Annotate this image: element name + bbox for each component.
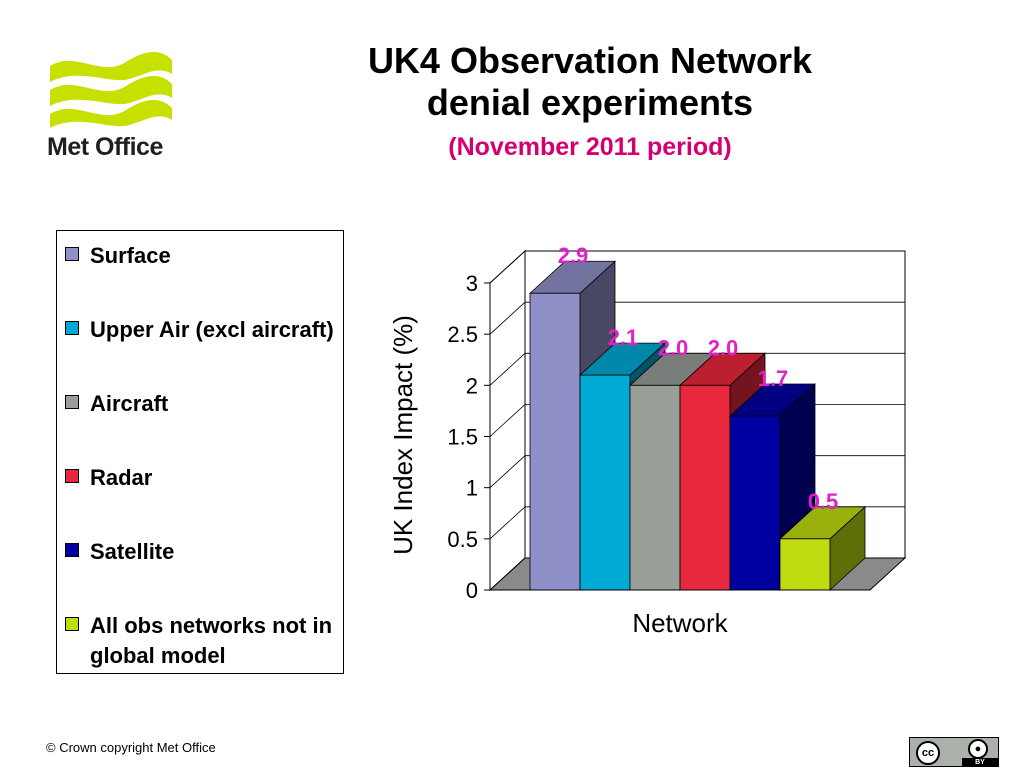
bar-data-label: 0.5 xyxy=(808,489,839,514)
by-label: BY xyxy=(962,758,998,767)
gridline xyxy=(489,352,905,386)
y-tick-label: 2 xyxy=(466,373,478,398)
bar xyxy=(679,384,731,591)
bar xyxy=(779,538,831,591)
y-tick-label: 1 xyxy=(466,476,478,501)
bar-data-label: 2.9 xyxy=(558,243,589,268)
y-tick-label: 2.5 xyxy=(447,322,478,347)
chart-legend: Surface Upper Air (excl aircraft) Aircraft… xyxy=(56,230,344,674)
slide-title-line-2: denial experiments xyxy=(426,82,754,123)
bar xyxy=(729,415,781,591)
bar-data-label: 2.1 xyxy=(608,325,639,350)
person-icon: ● xyxy=(968,739,988,759)
legend-swatch xyxy=(65,321,79,335)
bar-data-label: 2.0 xyxy=(708,335,739,360)
met-office-logo-text: Met Office xyxy=(47,133,163,161)
cc-icon: cc xyxy=(916,741,940,765)
cc-by-license-badge[interactable]: cc ● BY xyxy=(909,737,999,767)
legend-swatch xyxy=(65,247,79,261)
gridline xyxy=(489,301,905,335)
legend-label: Upper Air (excl aircraft) xyxy=(90,317,334,342)
legend-label: Satellite xyxy=(90,539,175,564)
legend-label: All obs networks not in global model xyxy=(90,613,333,668)
bar-chart: 0 0.5 1 1.5 2 2.5 3 2.9 2.1 2.0 2.0 1.7 0.5 Network UK… xyxy=(388,243,907,638)
y-axis-title: UK Index Impact (%) xyxy=(388,315,418,555)
legend-swatch xyxy=(65,617,79,631)
bar-data-label: 1.7 xyxy=(758,366,789,391)
y-tick-label: 0 xyxy=(466,578,478,603)
y-tick-label: 1.5 xyxy=(447,425,478,450)
slide-subtitle: (November 2011 period) xyxy=(448,133,732,161)
legend-swatch xyxy=(65,543,79,557)
footer-copyright: © Crown copyright Met Office xyxy=(46,740,216,755)
y-tick-label: 0.5 xyxy=(447,527,478,552)
legend-swatch xyxy=(65,395,79,409)
x-axis-title: Network xyxy=(632,608,728,638)
bar-data-label: 2.0 xyxy=(658,335,689,360)
legend-swatch xyxy=(65,469,79,483)
legend-label: Aircraft xyxy=(90,391,169,416)
legend-label: Radar xyxy=(90,465,153,490)
gridline xyxy=(489,250,905,284)
bar xyxy=(579,374,631,591)
met-office-logo-waves xyxy=(50,51,172,128)
y-tick-label: 3 xyxy=(466,271,478,296)
legend-label: Surface xyxy=(90,243,171,268)
slide-title: UK4 Observation Network denial experimen… xyxy=(330,40,850,124)
bar xyxy=(629,384,681,591)
slide-title-line-1: UK4 Observation Network xyxy=(367,40,813,81)
bar xyxy=(529,292,581,591)
